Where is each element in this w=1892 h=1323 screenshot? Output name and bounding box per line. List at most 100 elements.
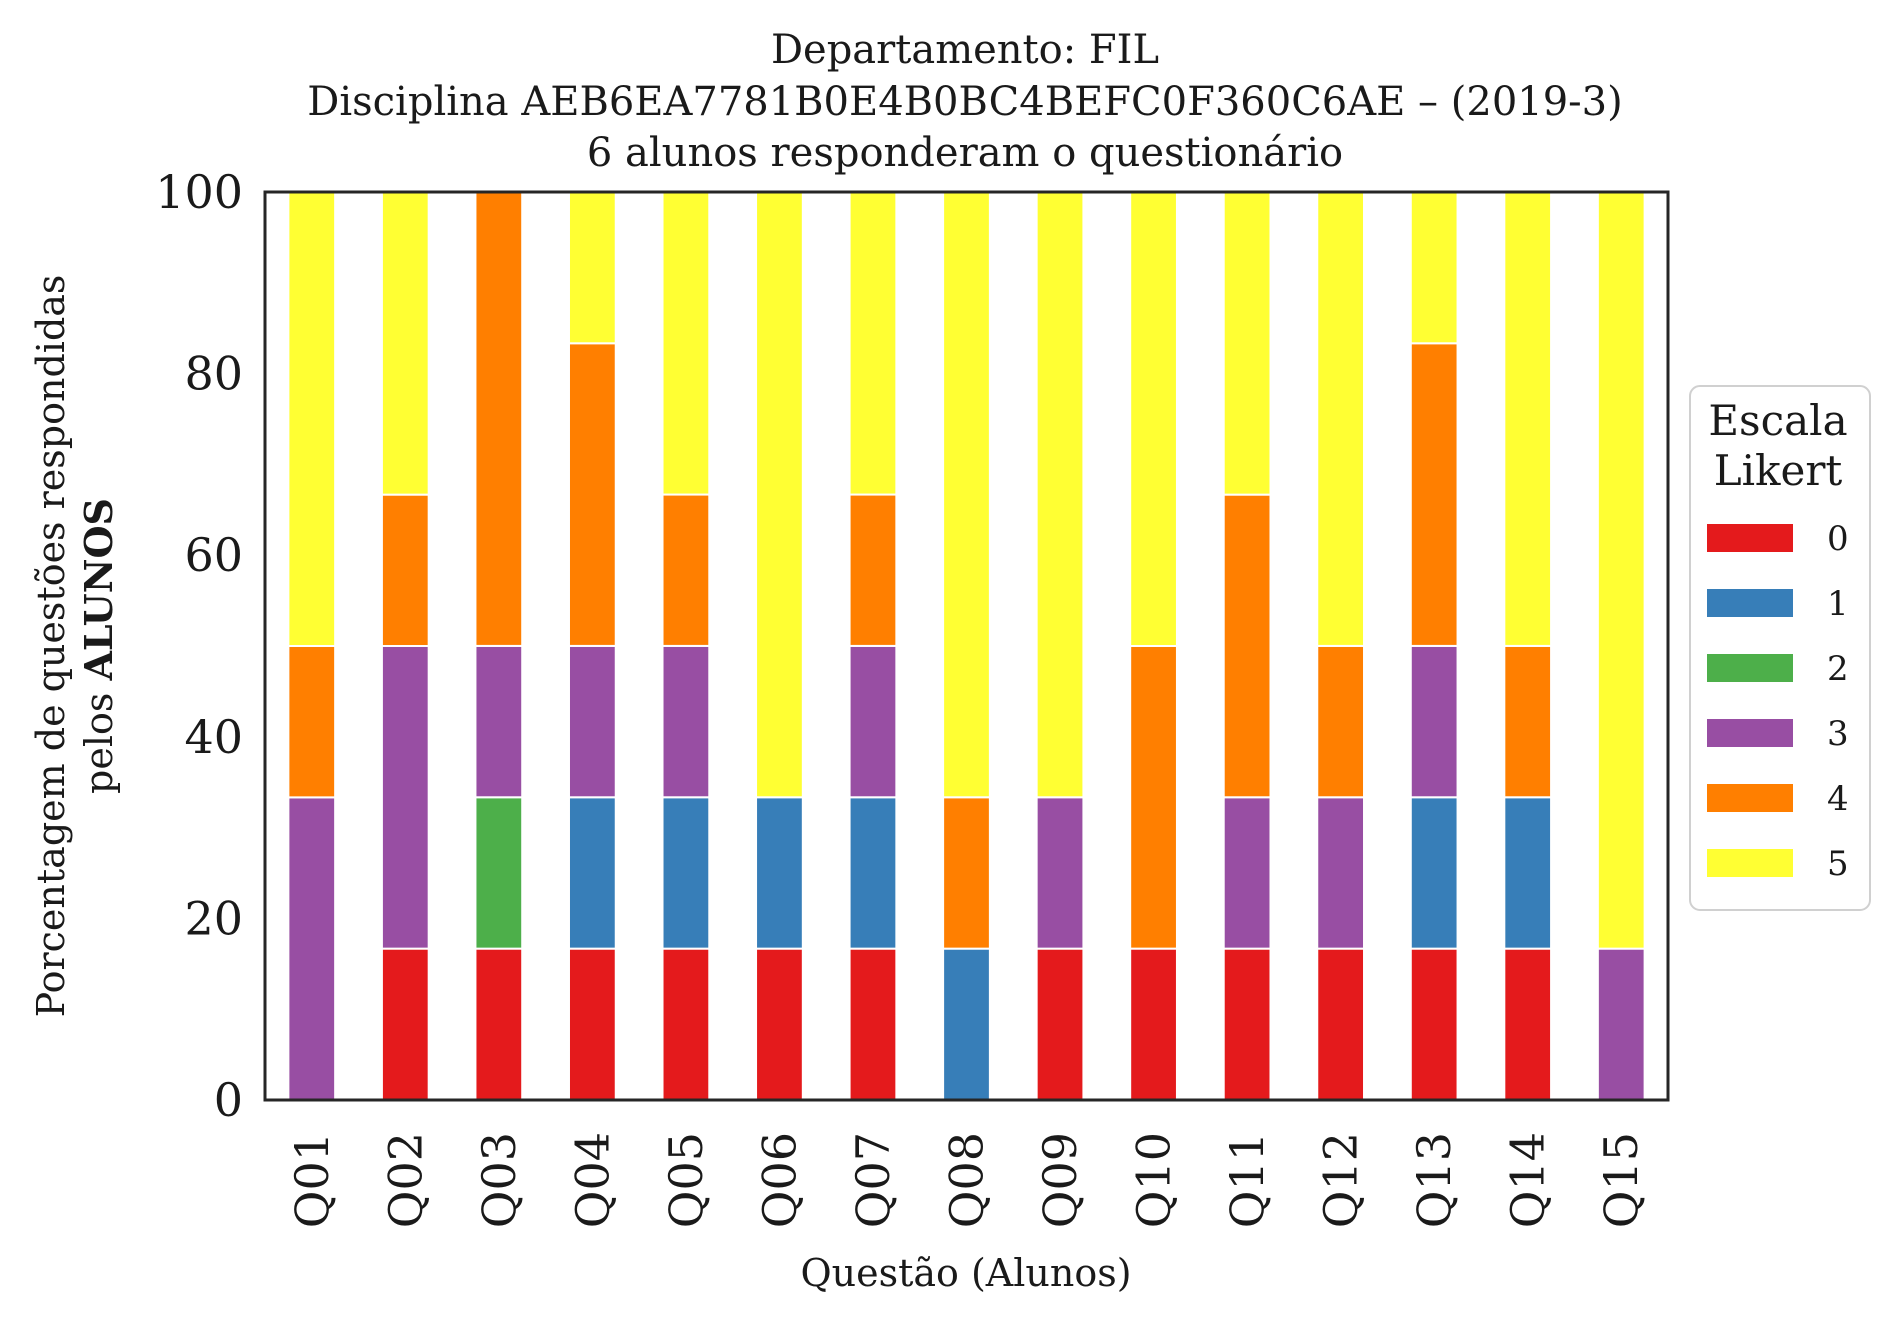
bar-segment-q11-level-3: [1222, 796, 1272, 950]
x-tick-label-q15: Q15: [1594, 1132, 1648, 1228]
y-tick-label: 60: [184, 528, 243, 582]
bar-segment-q11-level-4: [1222, 493, 1272, 799]
legend-label-4: 4: [1827, 779, 1849, 819]
y-axis-ticks: 0 20 40 60 80 100: [155, 165, 243, 1127]
bar-segment-q04-level-1: [567, 796, 617, 950]
bar-segment-q06-level-1: [755, 796, 804, 950]
x-tick-label-q07: Q07: [846, 1132, 900, 1228]
bar-segment-q09-level-3: [1035, 796, 1085, 950]
bar-segment-q02-level-0: [380, 947, 430, 1102]
bar-segment-q07-level-3: [848, 644, 898, 799]
y-tick-label: 0: [214, 1073, 243, 1127]
legend-swatch-4: [1707, 784, 1793, 812]
bar-segment-q10-level-4: [1129, 645, 1178, 950]
bar-segment-q01-level-5: [287, 191, 337, 647]
y-tick-label: 100: [155, 165, 243, 219]
legend-swatch-0: [1707, 524, 1793, 552]
bar-segment-q01-level-4: [287, 645, 337, 799]
bar-segment-q05-level-3: [661, 644, 711, 799]
x-tick-label-q11: Q11: [1220, 1132, 1274, 1228]
legend-title-line-1: Escala: [1708, 396, 1847, 445]
bar-segment-q03-level-0: [474, 947, 524, 1102]
bar-segment-q13-level-3: [1409, 644, 1459, 799]
y-axis-label: Porcentagem de questões respondidas pelo…: [29, 275, 121, 1018]
x-tick-label-q06: Q06: [752, 1132, 806, 1228]
y-axis-label-line-2: pelos ALUNOS: [76, 498, 121, 794]
bar-segment-q06-level-5: [755, 190, 804, 799]
legend-swatch-5: [1707, 849, 1793, 877]
y-tick-label: 40: [184, 710, 243, 764]
bar-segment-q05-level-5: [661, 190, 711, 496]
bar-segment-q11-level-5: [1222, 191, 1272, 496]
bar-segment-q14-level-5: [1503, 190, 1553, 647]
legend-title-line-2: Likert: [1714, 446, 1843, 495]
legend-label-0: 0: [1827, 519, 1849, 559]
bar-segment-q12-level-0: [1316, 947, 1366, 1102]
bar-segment-q10-level-0: [1129, 947, 1178, 1102]
bar-segment-q03-level-3: [474, 644, 524, 799]
y-axis-label-prefix: pelos: [77, 681, 121, 794]
y-axis-label-bold: ALUNOS: [76, 498, 121, 682]
bar-segment-q07-level-0: [848, 947, 898, 1102]
legend-label-5: 5: [1827, 844, 1849, 884]
bar-segment-q14-level-0: [1503, 947, 1553, 1102]
bar-segment-q04-level-4: [567, 342, 617, 647]
x-tick-label-q02: Q02: [378, 1132, 432, 1228]
x-tick-label-q09: Q09: [1033, 1132, 1087, 1228]
title-line-1: Departamento: FIL: [771, 27, 1159, 73]
bar-segment-q07-level-4: [848, 493, 898, 647]
bar-segment-q12-level-4: [1316, 644, 1366, 799]
x-axis-ticks: Q01 Q02 Q03 Q04 Q05 Q06 Q07 Q08 Q09 Q10 Q11 Q12 Q13 Q…: [285, 1132, 1648, 1228]
bar-segment-q06-level-0: [755, 947, 804, 1102]
title-line-2: Disciplina AEB6EA7781B0E4B0BC4BEFC0F360C…: [307, 79, 1623, 125]
x-axis-label: Questão (Alunos): [800, 1251, 1131, 1295]
bar-segment-q03-level-4: [474, 190, 524, 647]
x-tick-label-q13: Q13: [1407, 1132, 1461, 1228]
bar-segment-q04-level-5: [567, 190, 617, 345]
chart-title: Departamento: FIL Disciplina AEB6EA7781B…: [307, 27, 1623, 176]
y-tick-label: 20: [184, 891, 243, 945]
bar-segment-q13-level-4: [1409, 342, 1459, 647]
bar-segment-q12-level-3: [1316, 796, 1366, 950]
bar-segment-q02-level-4: [380, 493, 430, 648]
bar-segment-q07-level-1: [848, 796, 898, 950]
bar-segment-q12-level-5: [1316, 190, 1366, 647]
x-tick-label-q10: Q10: [1127, 1132, 1181, 1228]
legend-label-1: 1: [1827, 584, 1849, 624]
bar-segment-q05-level-4: [661, 493, 711, 647]
x-tick-label-q12: Q12: [1314, 1132, 1368, 1228]
title-line-3: 6 alunos responderam o questionário: [587, 130, 1343, 176]
x-tick-label-q01: Q01: [285, 1132, 339, 1228]
x-tick-label-q08: Q08: [940, 1132, 994, 1228]
bars-group: [287, 190, 1646, 1102]
bar-segment-q08-level-5: [942, 190, 991, 799]
bar-segment-q10-level-5: [1129, 191, 1178, 647]
legend: Escala Likert 0 1 2 3 4 5: [1689, 385, 1871, 911]
bar-segment-q07-level-5: [848, 190, 898, 496]
legend-label-2: 2: [1827, 649, 1849, 689]
bar-segment-q05-level-1: [661, 796, 711, 950]
bar-segment-q01-level-3: [287, 796, 337, 1101]
x-tick-label-q04: Q04: [565, 1132, 619, 1228]
bar-segment-q09-level-0: [1035, 947, 1085, 1102]
legend-swatch-2: [1707, 654, 1793, 682]
bar-segment-q09-level-5: [1035, 190, 1085, 799]
legend-swatch-1: [1707, 589, 1793, 617]
bar-segment-q03-level-2: [474, 796, 524, 950]
legend-items: 0 1 2 3 4 5: [1707, 519, 1849, 884]
bar-segment-q05-level-0: [661, 947, 711, 1102]
bar-segment-q14-level-4: [1503, 644, 1553, 799]
bar-segment-q02-level-5: [380, 191, 430, 496]
y-tick-label: 80: [184, 347, 243, 401]
bar-segment-q08-level-1: [942, 947, 991, 1102]
legend-swatch-3: [1707, 719, 1793, 747]
bar-segment-q08-level-4: [942, 796, 991, 950]
bar-segment-q04-level-3: [567, 644, 617, 799]
bar-segment-q15-level-5: [1596, 191, 1646, 950]
legend-label-3: 3: [1827, 714, 1849, 754]
bar-segment-q14-level-1: [1503, 796, 1553, 950]
bar-segment-q11-level-0: [1222, 947, 1272, 1102]
bar-segment-q15-level-3: [1596, 947, 1646, 1102]
legend-frame: [1689, 385, 1871, 911]
